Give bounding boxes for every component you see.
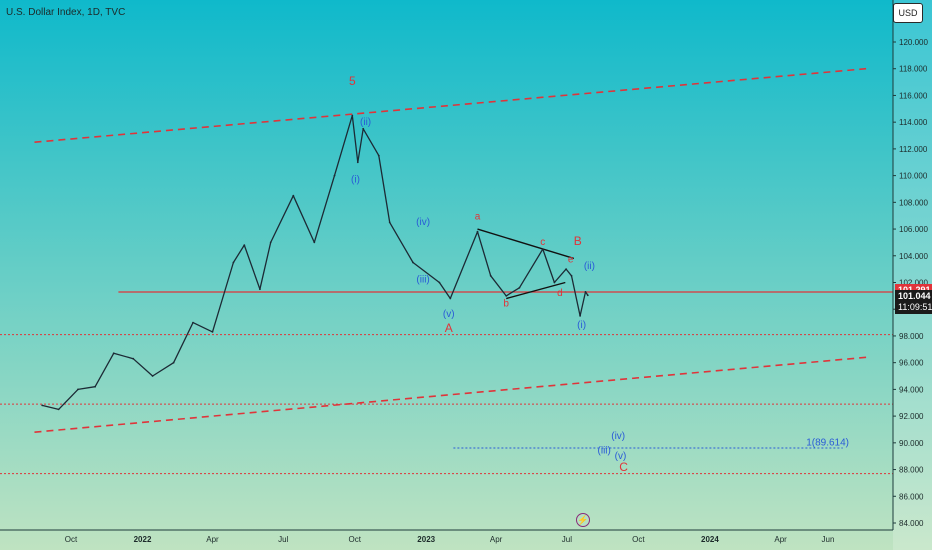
y-tick-label-12: 108.000 [899, 198, 928, 207]
price-axis-background [893, 0, 932, 550]
price-point-19 [362, 127, 365, 130]
wave-label-11: d [557, 288, 563, 299]
price-point-28 [518, 286, 521, 289]
price-point-11 [243, 244, 246, 247]
wave-label-18: C [619, 460, 628, 474]
x-tick-label-8: Oct [632, 535, 645, 544]
last-price-value: 101.044 [898, 291, 931, 301]
y-tick-label-2: 88.000 [899, 466, 924, 475]
currency-button[interactable]: USD [893, 3, 923, 23]
price-point-6 [151, 375, 154, 377]
y-tick-label-3: 90.000 [899, 439, 924, 448]
price-point-35 [586, 294, 589, 297]
price-point-18 [356, 161, 359, 164]
x-tick-label-9: 2024 [701, 535, 719, 544]
wave-label-2: (i) [351, 174, 360, 185]
price-point-34 [584, 291, 587, 293]
price-point-1 [57, 408, 60, 411]
x-tick-label-11: Jun [822, 535, 835, 544]
price-point-20 [377, 154, 380, 157]
price-point-17 [351, 114, 354, 117]
x-tick-label-6: Apr [490, 535, 503, 544]
price-point-30 [553, 281, 556, 284]
wave-label-4: (iii) [416, 275, 429, 286]
price-point-0 [41, 404, 44, 407]
x-tick-label-3: Jul [278, 535, 288, 544]
wave-label-9: c [540, 237, 545, 248]
triangle-line-2 [477, 228, 575, 260]
y-tick-label-13: 110.000 [899, 172, 928, 181]
price-point-24 [449, 297, 452, 300]
wave-label-12: e [568, 255, 574, 266]
wave-label-8: b [503, 299, 509, 310]
lightning-icon[interactable]: ⚡ [576, 513, 590, 527]
price-point-25 [476, 230, 479, 233]
price-point-7 [172, 361, 175, 364]
wave-label-19: 1(89.614) [806, 438, 849, 449]
wave-label-17: (v) [615, 451, 627, 462]
y-tick-label-16: 116.000 [899, 91, 928, 100]
x-tick-label-0: Oct [65, 535, 78, 544]
price-point-22 [412, 261, 414, 264]
wave-label-10: B [574, 234, 582, 248]
last-price-badge: 101.044 11:09:51 [895, 290, 932, 314]
wave-label-0: 5 [349, 74, 356, 88]
price-point-21 [388, 221, 391, 224]
price-series-line [42, 114, 589, 411]
price-point-13 [269, 241, 272, 244]
wave-label-5: (v) [443, 309, 455, 320]
x-tick-label-7: Jul [562, 535, 572, 544]
price-point-31 [565, 268, 567, 270]
y-tick-label-14: 112.000 [899, 145, 928, 154]
price-point-16 [333, 174, 336, 177]
price-point-32 [570, 274, 573, 277]
x-tick-label-4: Oct [348, 535, 361, 544]
price-point-23 [438, 281, 441, 284]
price-point-2 [77, 388, 79, 391]
y-tick-label-10: 104.000 [899, 252, 928, 261]
bar-countdown: 11:09:51 [898, 302, 932, 312]
price-point-26 [489, 274, 492, 277]
y-tick-label-11: 106.000 [899, 225, 928, 234]
y-tick-label-17: 118.000 [899, 65, 928, 74]
x-tick-label-1: 2022 [134, 535, 152, 544]
wave-label-15: (iv) [611, 431, 625, 442]
wave-label-3: (iv) [416, 217, 430, 228]
y-tick-label-9: 102.000 [899, 279, 928, 288]
price-point-12 [259, 288, 261, 291]
y-tick-label-0: 84.000 [899, 519, 924, 528]
y-tick-label-5: 94.000 [899, 385, 924, 394]
y-tick-label-18: 120.000 [899, 38, 928, 47]
y-tick-label-15: 114.000 [899, 118, 928, 127]
triangle-line-3 [506, 281, 566, 300]
wave-label-6: A [445, 321, 453, 335]
y-tick-label-7: 98.000 [899, 332, 924, 341]
x-tick-label-5: 2023 [417, 535, 435, 544]
price-point-9 [211, 331, 214, 333]
symbol-title: U.S. Dollar Index, 1D, TVC [6, 7, 126, 18]
wave-label-7: a [475, 212, 481, 223]
price-point-8 [192, 321, 194, 324]
price-point-15 [313, 241, 316, 244]
wave-label-13: (ii) [584, 261, 595, 272]
price-point-10 [232, 261, 235, 264]
price-point-33 [579, 315, 581, 317]
price-point-14 [292, 194, 295, 197]
price-point-4 [112, 352, 115, 355]
wave-label-16: (iii) [598, 446, 611, 457]
y-tick-label-4: 92.000 [899, 412, 924, 421]
price-point-5 [132, 357, 135, 360]
wave-label-1: (ii) [360, 117, 371, 128]
price-point-29 [541, 248, 544, 251]
price-point-3 [94, 385, 96, 388]
wave-label-14: (i) [577, 320, 586, 331]
y-tick-label-6: 96.000 [899, 359, 924, 368]
y-tick-label-1: 86.000 [899, 492, 924, 501]
price-point-27 [505, 295, 508, 297]
x-tick-label-10: Apr [774, 535, 787, 544]
x-tick-label-2: Apr [206, 535, 219, 544]
